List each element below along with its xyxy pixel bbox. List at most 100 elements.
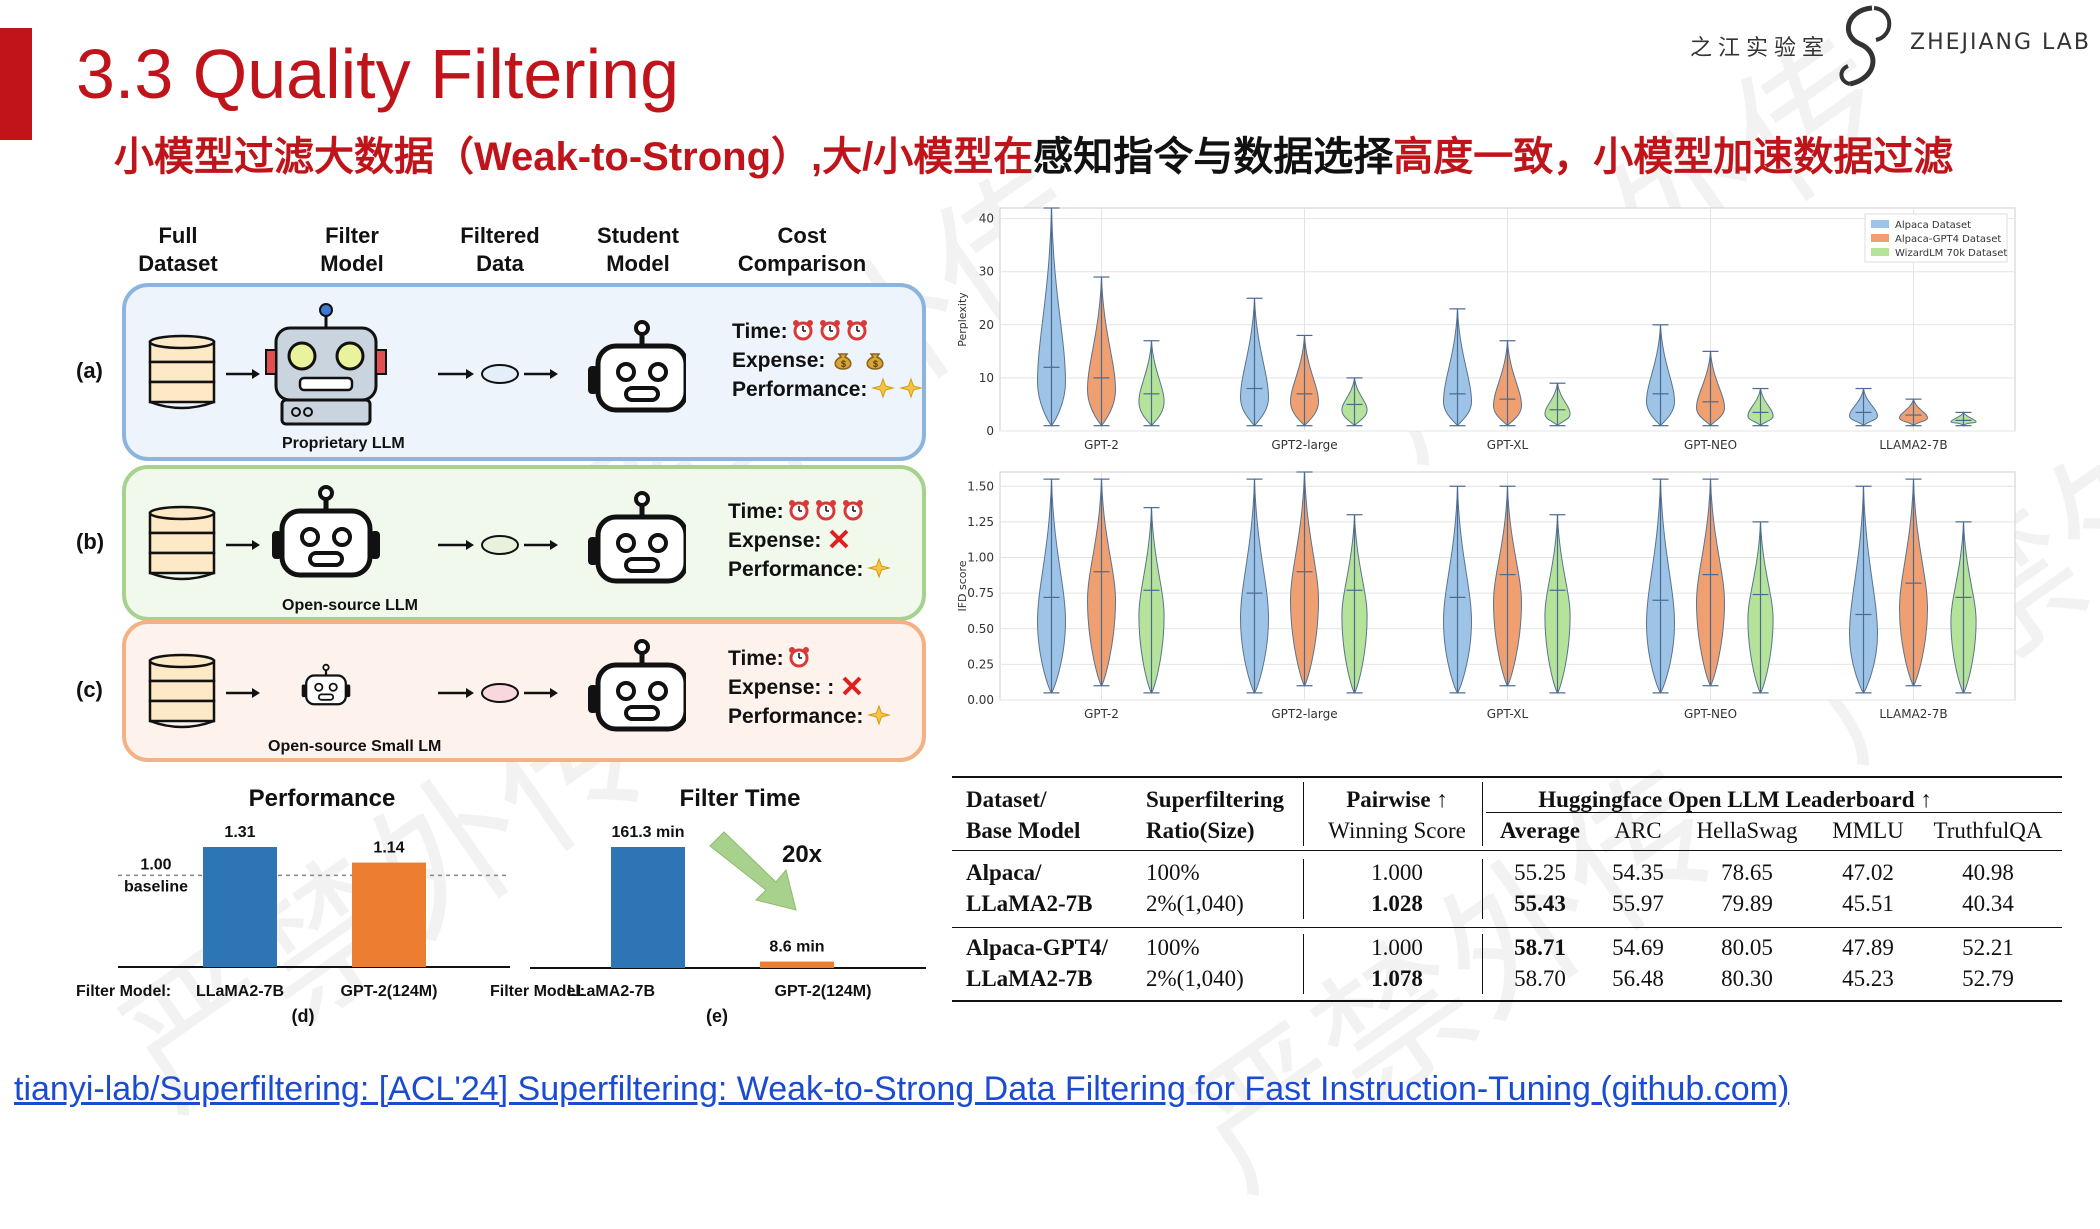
database-segment: [148, 679, 216, 703]
filter-model-label: Open-source LLM: [282, 597, 419, 614]
column-divider: [1303, 859, 1304, 919]
table-header: Superfiltering: [1146, 787, 1284, 812]
money-bag: [834, 353, 852, 370]
row-label: (a): [76, 358, 103, 383]
alarm-clock-icon: [819, 320, 840, 341]
y-tick-label: 40: [979, 212, 994, 226]
perf-bar: [352, 862, 426, 967]
column-header: Full Dataset: [98, 222, 258, 278]
time-axis-prefix: Filter Model:: [490, 983, 585, 1000]
column-divider: [1303, 934, 1304, 994]
header-bottom-rule: [952, 850, 2062, 851]
robot-ear: [265, 349, 277, 375]
robot-eye: [314, 682, 324, 692]
database-top: [148, 653, 216, 669]
y-tick-label: 1.00: [967, 551, 994, 565]
time-line: Time:: [732, 317, 923, 346]
x-tick-label: GPT-NEO: [1684, 438, 1737, 452]
dataset-name: Alpaca-GPT4/: [966, 935, 1108, 960]
column-header-line: Model: [320, 251, 384, 276]
x-tick-label: GPT-XL: [1487, 438, 1529, 452]
clock-bell: [856, 500, 863, 506]
database-bottom: [149, 400, 215, 410]
pipeline-row-panel: Open-source Small LM Time: Expense: : Perfo…: [122, 620, 926, 762]
pipeline-row-panel: Proprietary LLM Time: Expense: $ $ Performanc…: [122, 283, 926, 461]
star-shape: [867, 557, 892, 579]
cross-stroke: [829, 529, 849, 549]
time-category-label: LLaMA2-7B: [567, 983, 655, 1000]
clock-bell: [842, 500, 849, 506]
x-tick-label: LLAMA2-7B: [1879, 438, 1947, 452]
x-tick-label: LLAMA2-7B: [1879, 707, 1947, 721]
y-tick-label: 0.75: [967, 586, 994, 600]
robot-ear: [370, 531, 380, 559]
column-header-line: Model: [606, 251, 670, 276]
clock-bell: [788, 500, 795, 506]
proprietary-llm-robot-icon: [265, 303, 387, 426]
column-header: Filter Model: [272, 222, 432, 278]
y-tick-label: 0.00: [967, 693, 994, 707]
perf-caption: (d): [292, 1006, 315, 1026]
ratio-cell: 2%(1,040): [1146, 966, 1244, 991]
perf-category-label: GPT-2(124M): [341, 983, 438, 1000]
time-label: Time:: [728, 647, 784, 670]
performance-line: Performance:: [728, 555, 892, 584]
column-header-line: Filtered: [460, 223, 540, 248]
robot-antenna-tip: [634, 491, 650, 507]
clock-bell: [792, 320, 799, 326]
table-subheader: HellaSwag: [1696, 818, 1798, 843]
legend-swatch: [1871, 234, 1889, 242]
cross-icon: [842, 676, 862, 696]
y-tick-label: 30: [979, 265, 994, 279]
baseline-label: baseline: [124, 878, 188, 895]
table-header: Pairwise ↑: [1346, 787, 1448, 812]
money-bag-icon: $: [834, 353, 852, 370]
robot-body: [280, 398, 372, 426]
alarm-clock-icon: [815, 500, 836, 521]
filtered-data-icon: [481, 535, 519, 555]
table-bottom-rule: [952, 1000, 2062, 1002]
perf-bar-label: 1.14: [373, 840, 404, 857]
robot-mouth: [624, 705, 660, 721]
slide-title: 3.3 Quality Filtering: [76, 35, 680, 113]
perf-axis-prefix: Filter Model:: [76, 983, 171, 1000]
arc-cell: 54.69: [1612, 935, 1664, 960]
robot-mouth: [308, 551, 344, 567]
alarm-clock-icon: [842, 500, 863, 521]
robot-ear: [588, 685, 598, 713]
truthfulqa-cell: 40.34: [1962, 891, 2014, 916]
robot-antenna-tip: [319, 303, 333, 317]
performance-label: Performance:: [728, 705, 864, 728]
column-header-line: Data: [476, 251, 524, 276]
time-bar-label: 8.6 min: [769, 939, 824, 956]
github-link[interactable]: tianyi-lab/Superfiltering: [ACL'24] Supe…: [14, 1070, 1790, 1108]
robot-eye: [648, 362, 668, 382]
table-header: Huggingface Open LLM Leaderboard ↑: [1538, 787, 1932, 812]
alarm-clock-icon: [846, 320, 867, 341]
clock-bell: [802, 647, 809, 653]
speedup-label: 20x: [782, 841, 823, 868]
ratio-cell: 2%(1,040): [1146, 891, 1244, 916]
database-top: [148, 334, 216, 350]
column-divider: [1482, 934, 1483, 994]
star-shape: [871, 377, 896, 399]
robot-mouth: [317, 693, 335, 701]
arrow-head: [252, 540, 260, 550]
column-divider: [1303, 782, 1304, 846]
robot-button: [303, 407, 313, 417]
hellaswag-cell: 80.30: [1721, 966, 1773, 991]
robot-antenna-tip: [318, 485, 334, 501]
clock-bell: [788, 647, 795, 653]
ratio-cell: 100%: [1146, 860, 1200, 885]
expense-label: Expense:: [728, 529, 822, 552]
winning-score-cell: 1.078: [1371, 966, 1423, 991]
table-header: Ratio(Size): [1146, 818, 1255, 843]
winning-score-cell: 1.028: [1371, 891, 1423, 916]
database-icon: [148, 653, 216, 729]
average-cell: 55.43: [1514, 891, 1566, 916]
column-header: Filtered Data: [420, 222, 580, 278]
robot-eye: [300, 527, 320, 547]
time-bar-label: 161.3 min: [612, 824, 685, 841]
robot-mouth: [624, 386, 660, 402]
student-model-robot-icon: [588, 491, 686, 584]
